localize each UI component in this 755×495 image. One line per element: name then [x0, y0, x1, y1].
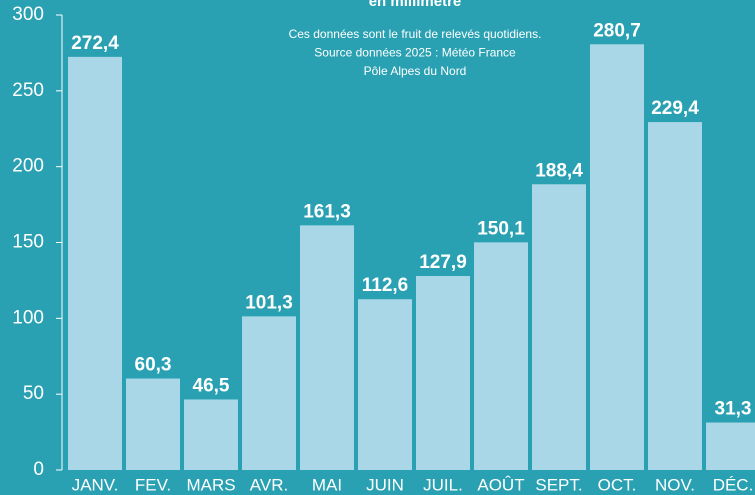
chart-title: en millimètre — [369, 0, 462, 10]
value-label: 272,4 — [71, 33, 119, 54]
annotation: Pôle Alpes du Nord — [364, 64, 467, 78]
value-label: 161,3 — [303, 201, 351, 222]
value-label: 188,4 — [535, 160, 583, 181]
x-tick-label: JUIL. — [423, 475, 463, 494]
x-tick-label: OCT. — [598, 475, 637, 494]
bar — [68, 56, 122, 471]
bar — [416, 276, 470, 470]
bar — [358, 299, 412, 470]
value-label: 150,1 — [477, 218, 525, 239]
x-tick-label: MARS — [186, 475, 235, 494]
value-label: 112,6 — [362, 275, 409, 296]
x-tick-label: JANV. — [72, 475, 119, 494]
y-tick-label: 100 — [12, 307, 44, 328]
value-label: 31,3 — [715, 399, 752, 420]
x-tick-label: JUIN — [366, 475, 404, 494]
x-tick-label: MAI — [312, 475, 342, 494]
y-tick-label: 200 — [12, 156, 44, 177]
bar — [126, 378, 180, 470]
bar — [474, 242, 528, 470]
bar — [184, 399, 238, 470]
value-label: 46,5 — [193, 375, 230, 396]
value-label: 60,3 — [135, 355, 172, 376]
value-label: 101,3 — [245, 292, 293, 313]
y-tick-label: 250 — [12, 80, 44, 101]
bar — [590, 44, 644, 470]
bar — [706, 422, 755, 470]
bar — [648, 122, 702, 471]
value-label: 280,7 — [593, 20, 641, 41]
y-tick-label: 150 — [12, 232, 44, 253]
x-tick-label: AOÛT — [477, 475, 524, 494]
x-tick-label: AVR. — [250, 475, 288, 494]
x-tick-label: DÉC. — [713, 475, 754, 494]
y-tick-label: 0 — [33, 459, 44, 480]
annotation: Ces données sont le fruit de relevés quo… — [289, 27, 542, 41]
bar — [242, 316, 296, 470]
bar — [532, 184, 586, 470]
y-tick-label: 50 — [23, 383, 44, 404]
x-tick-label: SEPT. — [535, 475, 582, 494]
value-label: 127,9 — [419, 252, 467, 273]
x-tick-label: NOV. — [655, 475, 695, 494]
annotation: Source données 2025 : Météo France — [314, 46, 516, 60]
bar — [300, 225, 354, 470]
y-tick-label: 300 — [12, 4, 44, 25]
x-tick-label: FEV. — [135, 475, 171, 494]
value-label: 229,4 — [651, 98, 699, 119]
